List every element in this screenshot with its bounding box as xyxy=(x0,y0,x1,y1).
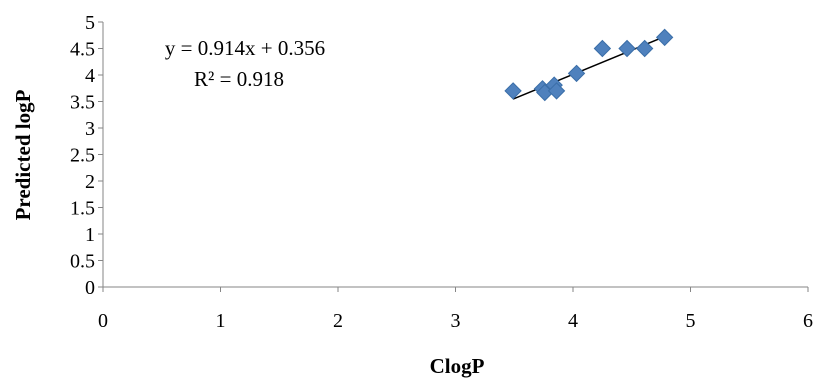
x-axis-ticks: 0 1 2 3 4 5 6 xyxy=(98,287,813,332)
y-tick-label: 4.5 xyxy=(70,39,95,61)
data-point xyxy=(593,39,612,58)
x-tick-label: 4 xyxy=(568,310,578,332)
x-tick-label: 0 xyxy=(98,310,108,332)
axes xyxy=(102,22,808,288)
y-tick-label: 0.5 xyxy=(70,251,95,273)
y-tick-label: 1 xyxy=(85,224,95,246)
trendline-equation: y = 0.914x + 0.356 xyxy=(165,36,325,60)
x-tick-label: 5 xyxy=(686,310,696,332)
y-tick-label: 3 xyxy=(85,118,95,140)
x-axis-title: ClogP xyxy=(430,354,485,378)
data-point xyxy=(567,64,586,83)
y-tick-label: 0 xyxy=(85,277,95,299)
data-point xyxy=(504,82,522,100)
y-axis-ticks: 0 0.5 1 1.5 2 2.5 3 3.5 4 4.5 5 xyxy=(70,12,103,299)
y-tick-label: 4 xyxy=(85,65,95,87)
data-point xyxy=(618,39,636,58)
y-axis-title: Predicted logP xyxy=(11,89,35,220)
x-tick-label: 3 xyxy=(451,310,461,332)
data-point xyxy=(655,28,674,47)
r-squared-label: R² = 0.918 xyxy=(194,67,284,91)
y-tick-label: 5 xyxy=(85,12,95,34)
y-tick-label: 1.5 xyxy=(70,198,95,220)
y-tick-label: 2.5 xyxy=(70,145,95,167)
y-tick-label: 2 xyxy=(85,171,95,193)
x-tick-label: 6 xyxy=(803,310,813,332)
data-point xyxy=(635,39,654,58)
x-tick-label: 1 xyxy=(216,310,226,332)
data-points xyxy=(504,28,674,102)
data-point xyxy=(547,82,566,100)
x-tick-label: 2 xyxy=(333,310,343,332)
y-tick-label: 3.5 xyxy=(70,92,95,114)
